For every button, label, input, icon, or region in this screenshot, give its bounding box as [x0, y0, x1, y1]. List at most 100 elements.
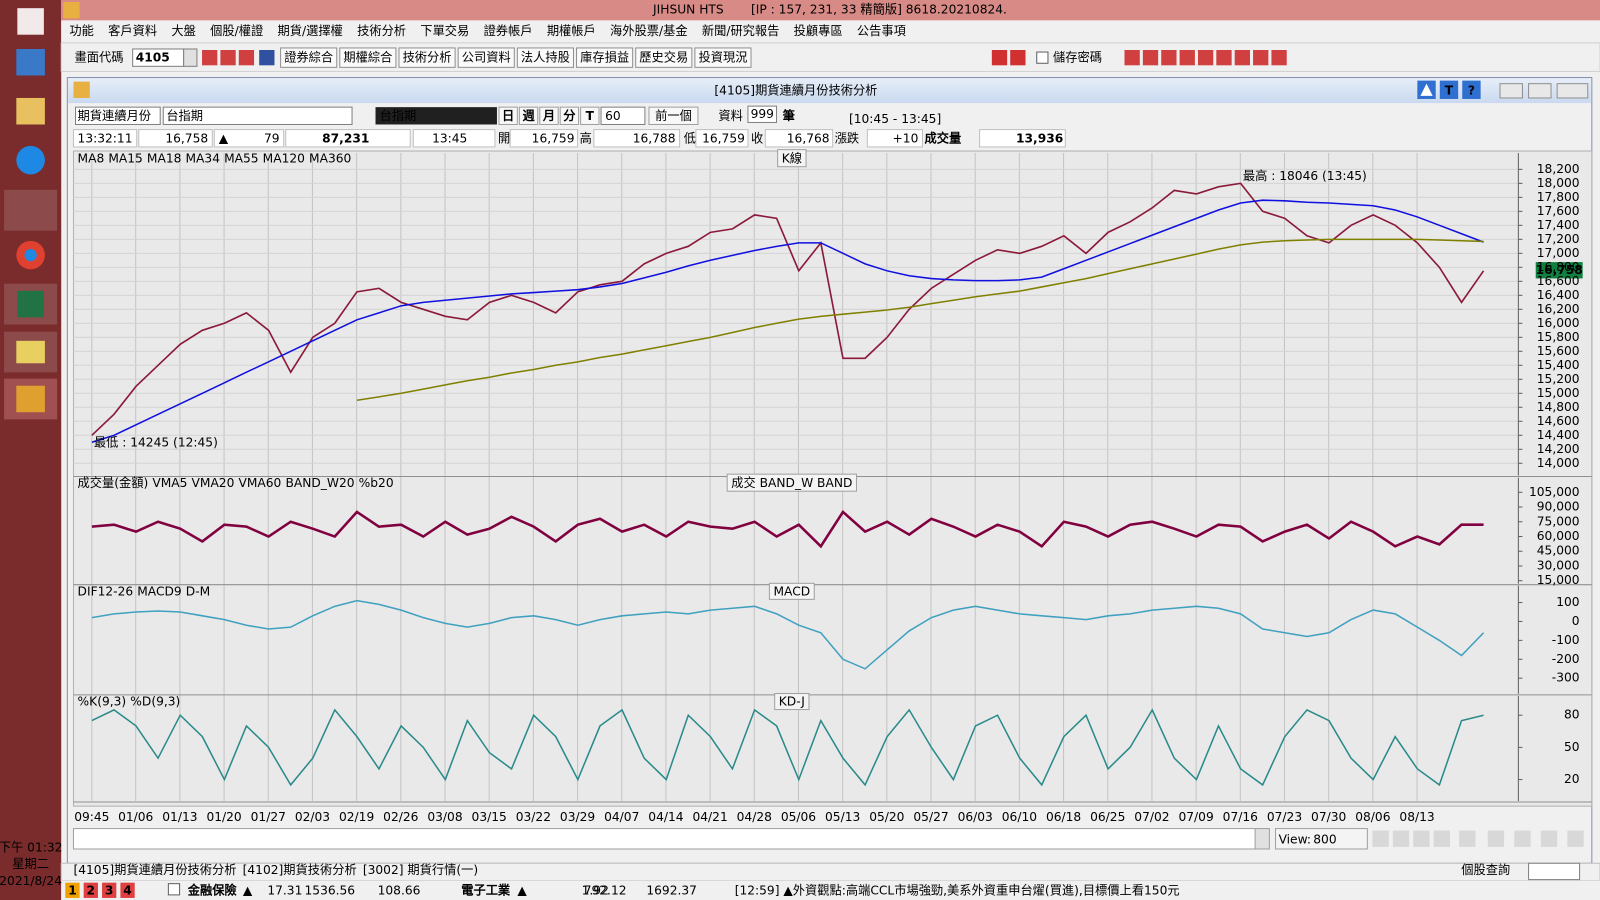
y-tick-label: 16,600 [1537, 274, 1580, 288]
data-unit: 筆 [783, 108, 795, 123]
code-value: 4105 [136, 51, 170, 65]
panel-icon[interactable]: T [1445, 83, 1454, 97]
toolbar-button[interactable] [457, 47, 515, 68]
menu-item[interactable]: 期貨/選擇權 [278, 23, 343, 38]
ticker-page[interactable]: 3 [105, 883, 114, 897]
toolbar-button[interactable] [576, 47, 634, 68]
x-tick-label: 06/10 [1002, 810, 1037, 824]
ticker-index: 792.12 [584, 883, 627, 897]
menu-item[interactable]: 功能 [69, 24, 93, 38]
high-annotation: 最高 : 18046 (13:45) [1243, 168, 1367, 183]
quote-high: 16,788 [633, 131, 676, 145]
view-label: View: [1279, 832, 1312, 846]
y-tick-label: 14,000 [1537, 456, 1580, 470]
x-tick-label: 07/16 [1223, 810, 1258, 824]
tab[interactable]: [4105]期貨連續月份技術分析 [73, 862, 236, 877]
clock-weekday: 星期二 [12, 857, 49, 871]
y-tick-label: 17,600 [1537, 204, 1580, 218]
menu-item[interactable]: 投顧專區 [794, 23, 843, 38]
panel-buttons[interactable] [1417, 80, 1589, 99]
x-tick-label: 02/19 [339, 810, 374, 824]
menu-item[interactable]: 新聞/研究報告 [702, 23, 780, 38]
tab[interactable]: [4102]期貨技術分析 [243, 862, 357, 877]
series-line [91, 509, 1484, 549]
y-tick-label: 17,800 [1537, 190, 1580, 204]
toolbar-button[interactable] [516, 47, 574, 68]
ticker-arrow: ▲ [517, 883, 527, 897]
symbol[interactable]: 台指期 [380, 108, 417, 123]
panel-chart-title: KD-J [779, 695, 805, 709]
series-line [356, 238, 1484, 402]
menu-item[interactable]: 客戶資料 [108, 23, 157, 38]
menu-item[interactable]: 大盤 [171, 24, 195, 38]
ticker-page[interactable]: 2 [87, 883, 96, 897]
product[interactable]: 台指期 [166, 108, 203, 123]
y-tick-label: 20 [1564, 772, 1580, 786]
x-tick-label: 07/30 [1311, 810, 1346, 824]
product-type[interactable]: 期貨連續月份 [78, 108, 151, 123]
legend-entry: MA15 [108, 152, 143, 166]
query-input[interactable] [1528, 862, 1581, 881]
x-tick-label: 01/20 [206, 810, 241, 824]
toolbar-button-label[interactable]: 庫存損益 [580, 50, 629, 65]
quote-price: 16,758 [165, 131, 208, 145]
x-tick-label: 07/09 [1178, 810, 1213, 824]
period-button[interactable]: 週 [522, 108, 535, 123]
y-tick-label: 17,000 [1537, 246, 1580, 260]
y-tick-label: 15,400 [1537, 358, 1580, 372]
legend-entry: D-M [186, 584, 210, 598]
y-tick-label: 16,200 [1537, 302, 1580, 316]
menu-bar [61, 20, 1600, 43]
menu-item[interactable]: 個股/權證 [210, 23, 263, 38]
x-tick-label: 01/06 [118, 810, 153, 824]
prev-button[interactable]: 前一個 [655, 108, 692, 123]
quote-time: 13:32:11 [78, 131, 133, 145]
y-tick-label: 14,400 [1537, 428, 1580, 442]
legend-entry: MA120 [263, 152, 305, 166]
toolbar-button-label[interactable]: 投資現況 [698, 50, 747, 65]
x-tick-label: 02/03 [295, 810, 330, 824]
quote-open-label: 開 [498, 131, 510, 145]
toolbar-button-label[interactable]: 技術分析 [403, 51, 452, 65]
menu-item[interactable]: 海外股票/基金 [610, 23, 688, 38]
x-tick-label: 04/14 [648, 810, 683, 824]
toolbar-button-label[interactable]: 期權綜合 [343, 50, 392, 65]
ticker-name: 金融保險 [187, 882, 238, 897]
scrollbar[interactable] [72, 828, 1268, 850]
toolbar-button[interactable] [635, 47, 693, 68]
toolbar-button[interactable] [280, 47, 338, 68]
selector-row[interactable] [75, 105, 778, 125]
y-tick-label: 15,200 [1537, 372, 1580, 386]
y-tick-label: 45,000 [1537, 544, 1580, 558]
menu-item[interactable]: 技術分析 [357, 24, 406, 38]
ticker-page[interactable]: 1 [68, 883, 77, 897]
tab[interactable]: [3002] 期貨行情(一) [363, 862, 478, 877]
chart-tools[interactable] [1372, 830, 1584, 847]
menu-item[interactable]: 期權帳戶 [547, 24, 596, 38]
x-tick-label: 09:45 [74, 810, 109, 824]
interval[interactable]: 60 [605, 109, 621, 123]
ticker-page[interactable]: 4 [123, 883, 132, 897]
menu-item[interactable]: 公告事項 [857, 24, 906, 38]
period-button[interactable]: 分 [563, 108, 576, 123]
period-button[interactable]: T [586, 109, 595, 123]
period-button[interactable]: 月 [542, 109, 555, 123]
menu-item[interactable]: 下單交易 [420, 23, 469, 38]
panel-title: [4105]期貨連續月份技術分析 [714, 82, 877, 97]
scroll-right[interactable] [1254, 828, 1270, 850]
toolbar-button-label[interactable]: 證券綜合 [284, 50, 333, 65]
menu-item[interactable]: 證券帳戶 [484, 23, 533, 38]
save-password-label: 儲存密碼 [1053, 50, 1102, 65]
panel-icon[interactable]: ? [1468, 83, 1475, 97]
y-tick-label: 30,000 [1537, 558, 1580, 572]
toolbar-button-label[interactable]: 法人持股 [521, 50, 570, 65]
low-annotation: 最低 : 14245 (12:45) [94, 435, 218, 449]
toolbar-button-label[interactable]: 歷史交易 [639, 50, 688, 65]
toolbar-button[interactable] [398, 47, 456, 68]
period-button[interactable]: 日 [502, 109, 514, 123]
toolbar-button-label[interactable]: 公司資料 [462, 51, 511, 65]
quote-high-label: 高 [580, 130, 592, 145]
data-count: 999 [751, 107, 774, 121]
toolbar-button[interactable] [339, 47, 397, 68]
toolbar-button[interactable] [694, 47, 752, 68]
